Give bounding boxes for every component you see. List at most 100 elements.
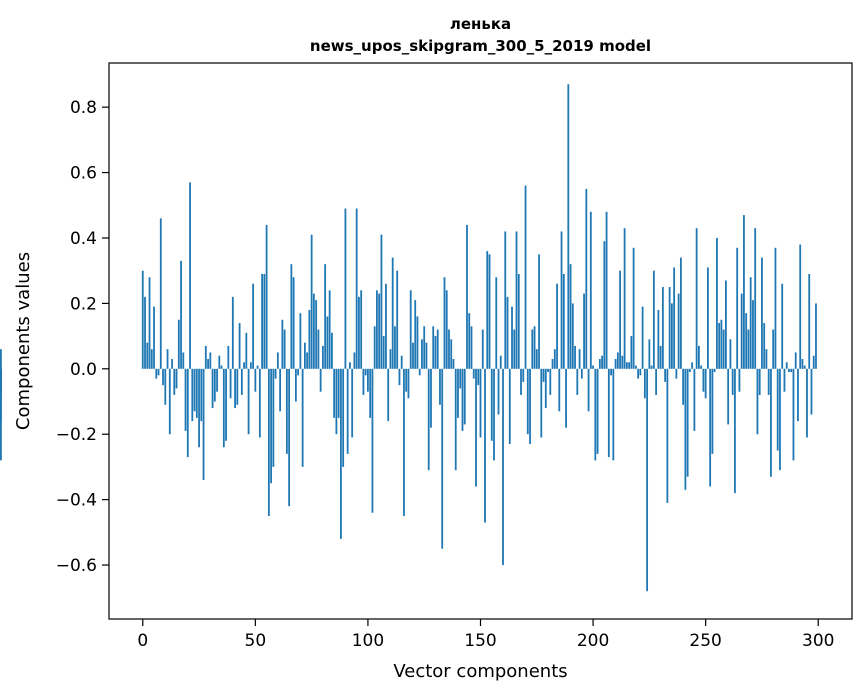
x-axis-label: Vector components — [393, 661, 567, 682]
bar-228 — [655, 368, 658, 395]
bar-18 — [182, 352, 185, 369]
x-tick-label: 0 — [137, 631, 148, 651]
bar-142 — [461, 368, 464, 431]
bar-79 — [319, 368, 322, 392]
bar-120 — [412, 342, 414, 369]
bar-286 — [785, 362, 788, 369]
bar-29 — [207, 358, 209, 369]
bar-263 — [734, 368, 736, 494]
bar-113 — [396, 270, 399, 369]
bar-243 — [688, 368, 691, 373]
bar-109 — [387, 368, 390, 422]
bar-256 — [718, 323, 721, 369]
bar-103 — [373, 326, 376, 369]
bar-194 — [578, 349, 581, 369]
bar-10 — [164, 368, 167, 405]
x-tick-label: 200 — [577, 631, 609, 651]
bar-14 — [173, 368, 176, 395]
bar-2 — [146, 342, 149, 369]
bar-198 — [587, 368, 590, 412]
bar-199 — [589, 211, 592, 369]
bar-64 — [285, 368, 288, 454]
bar-185 — [558, 368, 561, 412]
bar-111 — [391, 257, 394, 369]
bar-157 — [495, 277, 498, 369]
bar-undefined — [0, 349, 2, 369]
bar-86 — [335, 368, 338, 435]
bar-94 — [353, 352, 356, 369]
bar-167 — [517, 273, 520, 369]
bar-267 — [743, 215, 745, 369]
bar-240 — [682, 368, 685, 405]
bar-261 — [729, 339, 732, 369]
bar-99 — [364, 368, 367, 376]
bar-129 — [432, 326, 435, 369]
bar-154 — [488, 254, 491, 369]
bar-40 — [231, 296, 234, 369]
bar-298 — [812, 355, 815, 369]
bar-25 — [198, 368, 200, 448]
bar-5 — [153, 306, 155, 369]
bar-158 — [497, 368, 500, 415]
bar-162 — [506, 296, 509, 369]
bar-80 — [321, 345, 324, 369]
bar-170 — [524, 185, 527, 369]
bar-63 — [283, 329, 286, 369]
bar-290 — [794, 352, 797, 369]
bar-222 — [641, 306, 644, 369]
bar-65 — [288, 368, 291, 507]
bar-70 — [299, 313, 302, 369]
bar-42 — [236, 368, 239, 405]
bar-82 — [326, 316, 329, 369]
x-axis-ticks: 0 50 100 150 200 250 300 — [137, 619, 834, 651]
bar-0 — [141, 270, 144, 369]
bar-97 — [360, 290, 363, 369]
bar-24 — [195, 368, 198, 418]
bar-17 — [180, 260, 182, 369]
bar-9 — [162, 368, 164, 386]
bar-90 — [344, 208, 347, 369]
bar-150 — [479, 368, 482, 438]
bar-200 — [592, 365, 594, 369]
chart-subtitle: news_upos_skipgram_300_5_2019 model — [310, 37, 651, 55]
bar-30 — [209, 352, 212, 369]
bar-130 — [434, 336, 437, 369]
bar-293 — [801, 358, 804, 369]
bar-106 — [380, 234, 383, 369]
bar-38 — [227, 345, 230, 369]
bar-223 — [643, 368, 646, 399]
bar-249 — [702, 368, 705, 392]
bar-244 — [691, 362, 694, 369]
bar-128 — [430, 368, 432, 428]
bar-131 — [436, 329, 439, 369]
bar-1 — [144, 296, 146, 369]
bar-270 — [749, 277, 752, 369]
y-axis-ticks: −0.6 −0.4 −0.2 0.0 0.2 0.4 0.6 0.8 — [56, 98, 109, 576]
bar-84 — [331, 332, 333, 369]
bar-48 — [249, 362, 252, 369]
bar-143 — [463, 368, 466, 425]
bar-175 — [535, 349, 538, 369]
bar-13 — [171, 358, 173, 369]
bar-59 — [274, 368, 277, 379]
bar-47 — [247, 368, 250, 435]
bar-16 — [177, 319, 180, 369]
bar-138 — [452, 358, 455, 369]
bar-285 — [783, 368, 786, 392]
bar-180 — [547, 368, 549, 373]
plot-frame — [108, 62, 853, 620]
bar-211 — [616, 352, 619, 369]
bar-53 — [261, 273, 263, 369]
bar-201 — [594, 368, 597, 461]
bar-176 — [538, 254, 540, 369]
bar-214 — [623, 228, 626, 369]
bar-41 — [234, 368, 236, 409]
bar-43 — [238, 323, 241, 369]
bar-213 — [621, 355, 624, 369]
bar-215 — [625, 362, 628, 369]
bar-299 — [815, 303, 817, 369]
bar-289 — [792, 368, 795, 461]
bar-75 — [310, 234, 313, 369]
y-tick-label: 0.4 — [70, 229, 97, 249]
x-tick-label: 250 — [689, 631, 721, 651]
